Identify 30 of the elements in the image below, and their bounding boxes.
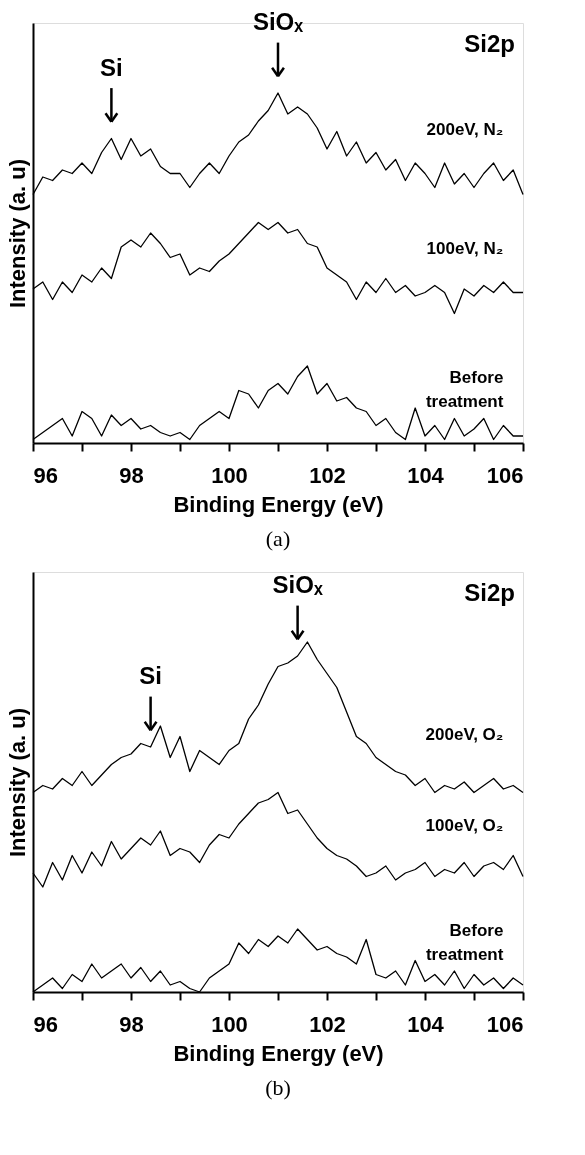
series-label: Before treatment (425, 920, 504, 964)
text: (a) (265, 526, 291, 551)
x-tick-label: 96 (33, 1011, 58, 1037)
annotation: SiOₓ (272, 571, 323, 598)
series-label: 100eV, N₂ (426, 238, 504, 258)
x-tick-label: 100 (211, 1011, 248, 1037)
x-tick-label: 106 (486, 1011, 524, 1037)
y-axis-title: Intensity (a. u) (4, 158, 30, 309)
series-label: 200eV, N₂ (426, 119, 504, 139)
annotation: SiOₓ (252, 8, 304, 35)
text: (b) (265, 1075, 291, 1100)
x-tick-label: 98 (119, 462, 144, 488)
x-tick-label: 102 (309, 462, 346, 488)
x-tick-label: 102 (309, 1011, 346, 1037)
series-label: Before treatment (425, 368, 504, 411)
series-label: 100eV, O₂ (425, 815, 504, 835)
text: 200eV, O₂ (425, 724, 504, 744)
x-axis-title: Binding Energy (eV) (173, 1040, 384, 1066)
annotation: Si (139, 662, 162, 689)
text: Si2p (464, 579, 515, 606)
annotation: Si (100, 53, 123, 81)
x-tick-label: 96 (33, 462, 58, 488)
x-tick-label: 98 (119, 1011, 144, 1037)
x-tick-label: 100 (211, 462, 248, 488)
x-tick-label: 106 (486, 462, 524, 488)
x-axis-title: Binding Energy (eV) (173, 491, 384, 517)
text: Si2p (464, 30, 515, 57)
x-tick-label: 104 (407, 462, 445, 488)
x-tick-label: 104 (407, 1011, 445, 1037)
y-axis-title: Intensity (a. u) (4, 707, 30, 858)
